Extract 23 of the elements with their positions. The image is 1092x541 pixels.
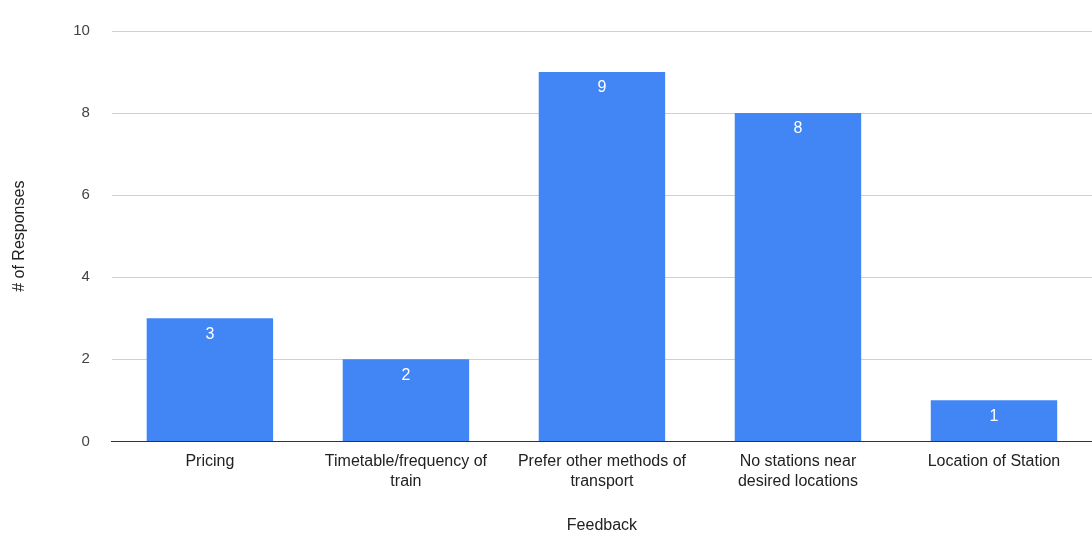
y-tick-label: 8: [81, 103, 90, 121]
x-tick-label: Prefer other methods of transport: [517, 452, 687, 489]
bar: [734, 113, 862, 441]
bar: [930, 400, 1058, 441]
x-tick-label: No stations near desired locations: [737, 452, 858, 489]
x-tick-label: Pricing: [185, 452, 235, 470]
bar: [538, 72, 666, 441]
bar: [146, 318, 274, 441]
y-axis-title: # of Responses: [10, 180, 28, 292]
data-label: 9: [597, 78, 607, 96]
data-label: 2: [401, 365, 411, 383]
y-tick-label: 10: [73, 21, 90, 39]
data-label: 3: [205, 324, 215, 342]
y-tick-label: 4: [81, 267, 90, 285]
x-axis-title: Feedback: [566, 515, 639, 533]
y-tick-label: 2: [81, 349, 90, 367]
bar: [342, 359, 470, 441]
data-label: 1: [989, 406, 999, 424]
x-tick-label: Timetable/frequency of train: [324, 452, 488, 489]
y-tick-label: 6: [81, 185, 90, 203]
y-tick-label: 0: [81, 431, 90, 449]
data-label: 8: [793, 119, 803, 137]
x-tick-label: Location of Station: [927, 452, 1061, 470]
